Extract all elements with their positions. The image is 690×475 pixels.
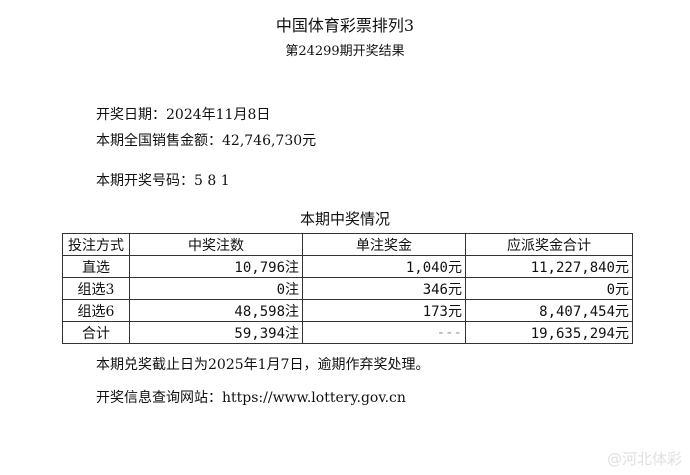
cell-total: 19,635,294元 xyxy=(465,321,633,344)
website-info: 开奖信息查询网站：https://www.lottery.gov.cn xyxy=(96,390,406,406)
watermark: @河北体彩 xyxy=(606,450,682,468)
issue-subtitle: 第24299期开奖结果 xyxy=(285,44,405,59)
cell-winners: 0注 xyxy=(129,277,303,300)
winning-numbers: 本期开奖号码：5 8 1 xyxy=(96,173,230,189)
draw-date: 开奖日期：2024年11月8日 xyxy=(96,107,271,123)
table-row: 合计 59,394注 --- 19,635,294元 xyxy=(62,321,633,344)
cell-winners: 10,796注 xyxy=(129,255,303,278)
page-title: 中国体育彩票排列3 xyxy=(275,16,415,35)
cell-type: 直选 xyxy=(62,255,130,278)
section-title: 本期中奖情况 xyxy=(299,210,390,228)
cell-total: 11,227,840元 xyxy=(465,255,633,278)
prize-table: 投注方式 中奖注数 单注奖金 应派奖金合计 直选 10,796注 1,040元 … xyxy=(62,233,633,344)
table-header-row: 投注方式 中奖注数 单注奖金 应派奖金合计 xyxy=(62,233,633,256)
table-row: 组选6 48,598注 173元 8,407,454元 xyxy=(62,299,633,322)
cell-prize: --- xyxy=(302,321,466,344)
header-total: 应派奖金合计 xyxy=(465,233,633,256)
cell-type: 合计 xyxy=(62,321,130,344)
cell-prize: 346元 xyxy=(302,277,466,300)
cell-winners: 59,394注 xyxy=(129,321,303,344)
header-winners: 中奖注数 xyxy=(129,233,303,256)
cell-prize: 173元 xyxy=(302,299,466,322)
claim-deadline: 本期兑奖截止日为2025年1月7日，逾期作弃奖处理。 xyxy=(96,357,430,373)
cell-type: 组选6 xyxy=(62,299,130,322)
table-row: 组选3 0注 346元 0元 xyxy=(62,277,633,300)
cell-type: 组选3 xyxy=(62,277,130,300)
sales-amount: 本期全国销售金额：42,746,730元 xyxy=(96,133,317,149)
cell-prize: 1,040元 xyxy=(302,255,466,278)
cell-winners: 48,598注 xyxy=(129,299,303,322)
cell-total: 8,407,454元 xyxy=(465,299,633,322)
cell-total: 0元 xyxy=(465,277,633,300)
header-prize: 单注奖金 xyxy=(302,233,466,256)
table-row: 直选 10,796注 1,040元 11,227,840元 xyxy=(62,255,633,278)
header-bet-type: 投注方式 xyxy=(62,233,130,256)
